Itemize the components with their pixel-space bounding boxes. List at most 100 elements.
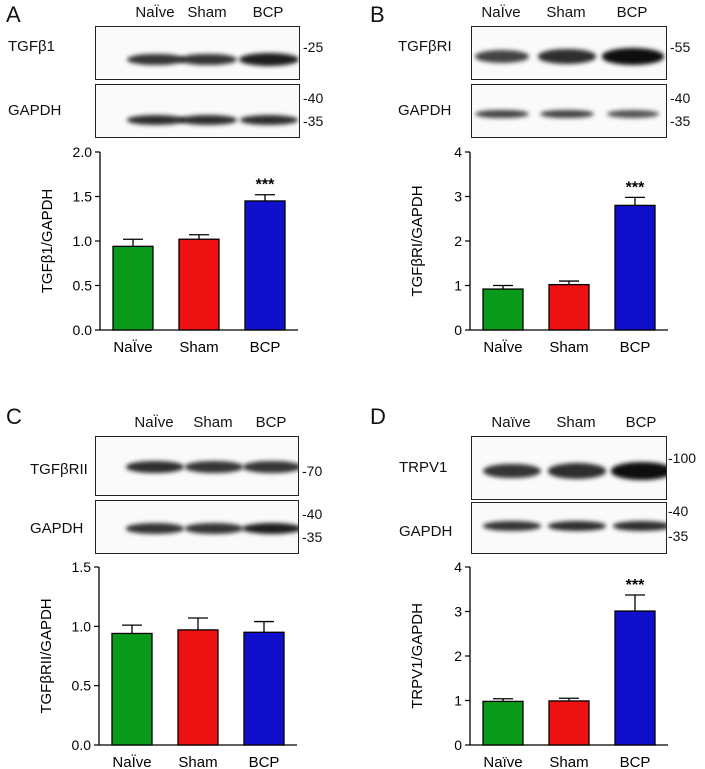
molecular-weight-marker: -70 (302, 463, 323, 479)
lane-label: BCP (252, 4, 284, 21)
protein-band (537, 49, 597, 64)
protein-band (601, 48, 665, 65)
x-tick-label: BCP (620, 754, 651, 769)
y-tick-label: 1 (454, 693, 462, 709)
y-axis-label: TGFβRI/GAPDH (409, 185, 426, 296)
protein-band (185, 461, 243, 473)
molecular-weight-marker: -40 (302, 506, 323, 522)
y-tick-label: 2 (454, 233, 462, 249)
molecular-weight-marker: -100 (668, 450, 697, 466)
x-tick-label: BCP (249, 754, 280, 769)
lane-label: Sham (193, 414, 233, 431)
molecular-weight-marker: -35 (303, 113, 324, 129)
protein-band (126, 523, 184, 534)
y-tick-label: 2 (454, 648, 462, 664)
x-tick-label: Naïve (483, 754, 522, 769)
y-tick-label: 1.5 (72, 559, 92, 575)
y-axis-label: TGFβRII/GAPDH (38, 598, 55, 713)
western-blot-image (95, 84, 300, 138)
y-tick-label: 0.5 (72, 678, 92, 694)
protein-band (126, 115, 186, 125)
bar-bcp (614, 204, 656, 331)
blot-label: TGFβRI (398, 38, 452, 55)
protein-band (241, 522, 298, 535)
western-blot-image (471, 84, 667, 138)
y-axis-label: TRPV1/GAPDH (409, 603, 426, 709)
y-tick-label: 0 (454, 322, 462, 338)
bar-sham (548, 283, 590, 331)
lane-label: NaÏve (134, 414, 174, 431)
protein-band (474, 109, 530, 119)
molecular-weight-marker: -25 (303, 39, 324, 55)
significance-marker: *** (626, 179, 645, 196)
western-blot-image (471, 26, 667, 80)
lane-label: Sham (556, 414, 596, 431)
blot-label: GAPDH (398, 102, 452, 119)
bar-naive (482, 700, 524, 746)
x-tick-label: BCP (620, 339, 651, 356)
lane-label: BCP (255, 414, 287, 431)
protein-band (238, 52, 299, 67)
x-tick-label: Sham (549, 339, 588, 356)
significance-marker: *** (626, 577, 645, 594)
bar-naive (112, 245, 154, 331)
y-tick-label: 2.0 (73, 144, 93, 160)
western-blot-image (471, 436, 667, 500)
blot-label: TRPV1 (399, 459, 448, 476)
protein-band (483, 463, 541, 479)
protein-band (483, 521, 541, 531)
bar-sham (177, 629, 219, 746)
y-tick-label: 3 (454, 604, 462, 620)
x-tick-label: NaÏve (113, 339, 152, 356)
western-blot-image (471, 502, 667, 554)
lane-label: BCP (616, 4, 648, 21)
protein-band (610, 462, 666, 480)
significance-marker: *** (256, 177, 275, 194)
blot-label: TGFβRII (30, 461, 88, 478)
y-tick-label: 0.0 (72, 737, 92, 753)
y-tick-label: 4 (454, 144, 462, 160)
lane-label: NaÏve (481, 4, 521, 21)
protein-band (606, 110, 660, 118)
molecular-weight-marker: -35 (302, 529, 323, 545)
protein-band (547, 463, 607, 479)
bar-bcp (244, 200, 286, 331)
x-tick-label: Sham (179, 339, 218, 356)
protein-band (239, 115, 299, 125)
y-tick-label: 1.0 (73, 233, 93, 249)
protein-band (127, 53, 185, 66)
y-tick-label: 4 (454, 559, 462, 575)
bar-bcp (243, 631, 285, 746)
panel-letter: C (6, 404, 22, 429)
y-tick-label: 1.5 (73, 189, 93, 205)
western-blot-image (95, 500, 299, 554)
blot-label: GAPDH (8, 102, 62, 119)
molecular-weight-marker: -35 (668, 528, 689, 544)
protein-band (612, 521, 666, 531)
blot-label: GAPDH (399, 523, 453, 540)
protein-band (474, 50, 530, 63)
y-axis-label: TGFβ1/GAPDH (39, 189, 56, 293)
y-tick-label: 1 (454, 278, 462, 294)
lane-label: Naïve (491, 414, 531, 431)
protein-band (179, 53, 237, 66)
blot-label: GAPDH (30, 520, 84, 537)
lane-label: Sham (187, 4, 227, 21)
bar-sham (178, 238, 220, 331)
western-blot-image (95, 436, 299, 496)
lane-label: Sham (546, 4, 586, 21)
x-tick-label: NaÏve (483, 339, 522, 356)
y-tick-label: 0 (454, 737, 462, 753)
molecular-weight-marker: -40 (303, 90, 324, 106)
x-tick-label: Sham (549, 754, 588, 769)
x-tick-label: BCP (250, 339, 281, 356)
protein-band (185, 523, 243, 534)
y-tick-label: 3 (454, 189, 462, 205)
molecular-weight-marker: -55 (670, 39, 691, 55)
protein-band (178, 115, 238, 125)
bar-naive (482, 288, 524, 331)
y-tick-label: 1.0 (72, 618, 92, 634)
molecular-weight-marker: -40 (670, 90, 691, 106)
panel-letter: A (6, 2, 21, 27)
bar-naive (111, 632, 153, 746)
